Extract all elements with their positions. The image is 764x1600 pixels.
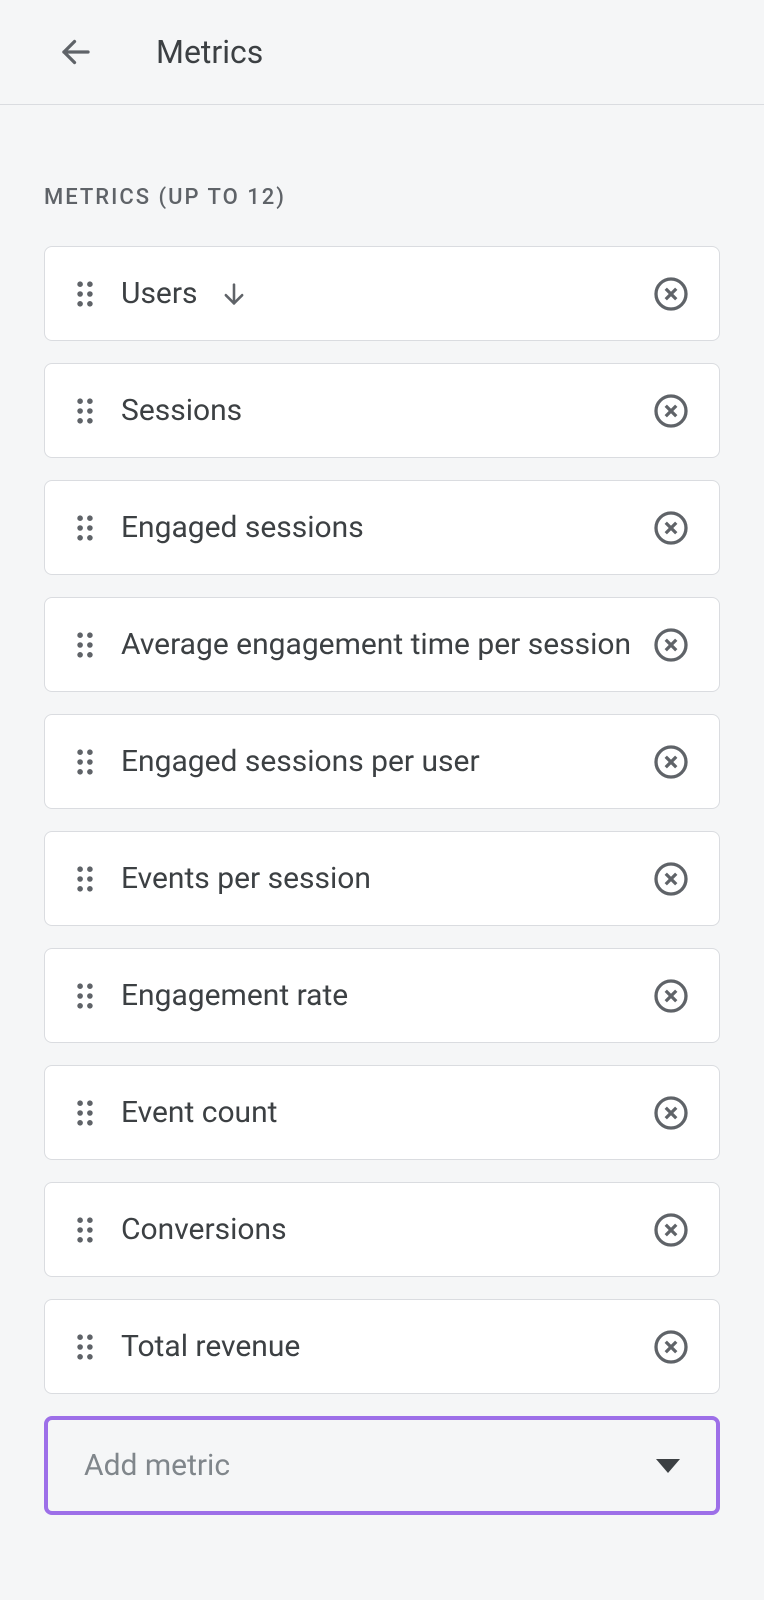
metric-item[interactable]: Sessions [44, 363, 720, 458]
remove-icon[interactable] [651, 859, 691, 899]
drag-handle-icon[interactable] [73, 396, 97, 426]
metric-label: Event count [121, 1090, 651, 1135]
drag-handle-icon[interactable] [73, 1098, 97, 1128]
metric-list: Users Sessions Engaged sessions Average … [44, 246, 720, 1515]
remove-icon[interactable] [651, 742, 691, 782]
drag-handle-icon[interactable] [73, 279, 97, 309]
drag-handle-icon[interactable] [73, 513, 97, 543]
drag-handle-icon[interactable] [73, 981, 97, 1011]
metric-item[interactable]: Engaged sessions [44, 480, 720, 575]
metric-item[interactable]: Users [44, 246, 720, 341]
metric-label: Engagement rate [121, 973, 651, 1018]
page-title: Metrics [156, 33, 263, 71]
metric-label: Engaged sessions per user [121, 739, 651, 784]
drag-handle-icon[interactable] [73, 747, 97, 777]
metric-label: Average engagement time per session [121, 622, 651, 667]
metric-item[interactable]: Engagement rate [44, 948, 720, 1043]
header: Metrics [0, 0, 764, 105]
metric-label: Conversions [121, 1207, 651, 1252]
sort-down-icon[interactable] [218, 278, 250, 310]
drag-handle-icon[interactable] [73, 630, 97, 660]
metric-label: Events per session [121, 856, 651, 901]
metric-item[interactable]: Engaged sessions per user [44, 714, 720, 809]
remove-icon[interactable] [651, 625, 691, 665]
remove-icon[interactable] [651, 508, 691, 548]
metric-label: Engaged sessions [121, 505, 651, 550]
content: Metrics (up to 12) Users Sessions Engage… [0, 105, 764, 1559]
section-label: Metrics (up to 12) [44, 185, 720, 210]
drag-handle-icon[interactable] [73, 1215, 97, 1245]
metric-item[interactable]: Conversions [44, 1182, 720, 1277]
drag-handle-icon[interactable] [73, 1332, 97, 1362]
dropdown-icon [656, 1459, 680, 1473]
drag-handle-icon[interactable] [73, 864, 97, 894]
remove-icon[interactable] [651, 1327, 691, 1367]
metric-label: Total revenue [121, 1324, 651, 1369]
metric-item[interactable]: Total revenue [44, 1299, 720, 1394]
remove-icon[interactable] [651, 1093, 691, 1133]
metric-item[interactable]: Average engagement time per session [44, 597, 720, 692]
remove-icon[interactable] [651, 976, 691, 1016]
remove-icon[interactable] [651, 391, 691, 431]
remove-icon[interactable] [651, 1210, 691, 1250]
back-icon[interactable] [56, 32, 96, 72]
metric-label: Users [121, 271, 198, 316]
add-metric-label: Add metric [84, 1448, 230, 1483]
metric-item[interactable]: Event count [44, 1065, 720, 1160]
metric-item[interactable]: Events per session [44, 831, 720, 926]
remove-icon[interactable] [651, 274, 691, 314]
metric-label: Sessions [121, 388, 651, 433]
add-metric-button[interactable]: Add metric [44, 1416, 720, 1515]
